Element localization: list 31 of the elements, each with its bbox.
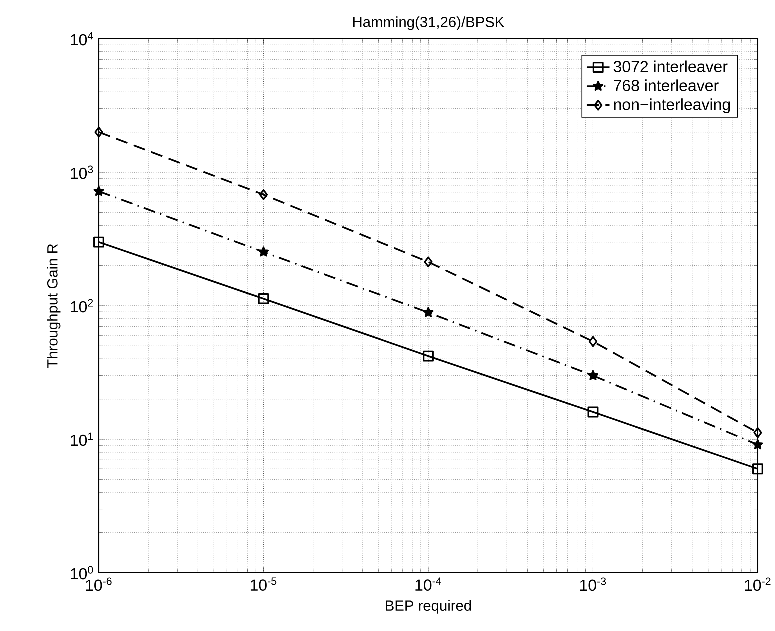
- point: [94, 236, 104, 248]
- point: [752, 439, 764, 450]
- point: [754, 427, 762, 438]
- point: [258, 293, 270, 304]
- legend-label: non−interleaving: [614, 98, 730, 114]
- legend-label: 768 interleaver: [614, 80, 719, 92]
- x-tick-label: 10$^{-2}$: [745, 578, 771, 592]
- x-tick-label: 10$^{-6}$: [86, 578, 112, 592]
- point: [588, 406, 599, 418]
- point: [423, 350, 434, 362]
- y-axis-title: Throughput Gain R: [47, 244, 61, 368]
- legend-label: 3072 interleaver: [614, 60, 728, 72]
- y-tick-label: 10$^{1}$: [71, 432, 94, 446]
- x-tick-label: 10$^{-3}$: [580, 578, 606, 592]
- y-tick-label: 10$^{0}$: [71, 566, 94, 580]
- x-tick-label: 10$^{-5}$: [250, 578, 277, 591]
- point: [588, 370, 598, 380]
- x-tick-label: 10$^{-4}$: [416, 578, 442, 591]
- y-tick-label: 10$^{2}$: [71, 299, 94, 313]
- point: [94, 126, 104, 138]
- point: [259, 189, 268, 200]
- y-tick-label: 10$^{4}$: [71, 32, 94, 46]
- point: [588, 336, 598, 348]
- x-axis-title: BEP required: [386, 600, 472, 614]
- point: [752, 464, 764, 475]
- point: [94, 186, 104, 196]
- point: [424, 256, 433, 268]
- chart-title: Hamming(31,26)/BPSK: [353, 16, 505, 30]
- point: [423, 307, 434, 318]
- y-tick-label: 10$^{3}$: [71, 166, 94, 180]
- point: [258, 246, 269, 257]
